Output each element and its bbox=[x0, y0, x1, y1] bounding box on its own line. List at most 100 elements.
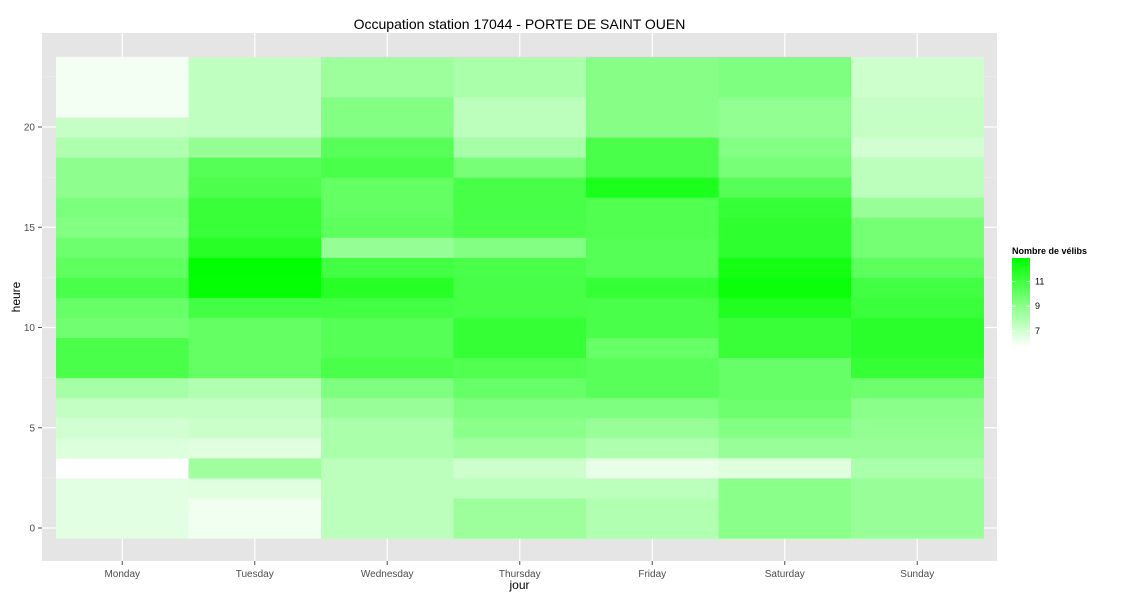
heatmap-tile bbox=[586, 257, 719, 278]
heatmap-tile bbox=[851, 56, 984, 78]
legend-title: Nombre de vélibs bbox=[1012, 246, 1087, 256]
heatmap-tile bbox=[188, 377, 322, 399]
heatmap-tile bbox=[453, 257, 587, 278]
x-tick-label: Thursday bbox=[499, 569, 541, 580]
heatmap-tile bbox=[56, 116, 189, 138]
heatmap-tile bbox=[851, 116, 984, 138]
heatmap-tile bbox=[56, 497, 189, 519]
heatmap-tile bbox=[851, 96, 984, 118]
heatmap-tile bbox=[321, 277, 454, 298]
heatmap-tile bbox=[718, 217, 852, 238]
heatmap-tile bbox=[718, 157, 852, 178]
heatmap-tile bbox=[586, 337, 719, 359]
heatmap-tile bbox=[453, 517, 587, 539]
heatmap-tile bbox=[718, 517, 852, 539]
heatmap-tile bbox=[56, 217, 189, 238]
heatmap-tile bbox=[851, 497, 984, 519]
legend: Nombre de vélibs 7 9 11 bbox=[1012, 246, 1087, 347]
heatmap-tile bbox=[851, 357, 984, 379]
heatmap-tile bbox=[56, 317, 189, 339]
heatmap-tile bbox=[453, 96, 587, 118]
heatmap-tile bbox=[851, 237, 984, 258]
heatmap-tile bbox=[56, 437, 189, 459]
heatmap-tile bbox=[851, 177, 984, 198]
heatmap-tile bbox=[56, 477, 189, 499]
heatmap-tile bbox=[718, 337, 852, 359]
heatmap-tile bbox=[321, 137, 454, 158]
heatmap-tile bbox=[586, 377, 719, 399]
heatmap-tile bbox=[56, 297, 189, 318]
heatmap-tile bbox=[56, 517, 189, 539]
heatmap-tile bbox=[56, 197, 189, 218]
x-tick-label: Friday bbox=[638, 569, 666, 580]
heatmap-tile bbox=[851, 317, 984, 339]
heatmap-tile bbox=[321, 357, 454, 379]
heatmap-tile bbox=[586, 137, 719, 158]
x-tick-label: Monday bbox=[104, 569, 140, 580]
heatmap-tile bbox=[453, 277, 587, 298]
heatmap-tile bbox=[586, 477, 719, 499]
heatmap-tile bbox=[321, 297, 454, 318]
heatmap-tile bbox=[321, 397, 454, 419]
heatmap-tile bbox=[851, 137, 984, 158]
heatmap-tile bbox=[586, 76, 719, 98]
heatmap-tile bbox=[718, 457, 852, 479]
heatmap-tile bbox=[453, 497, 587, 519]
heatmap-tile bbox=[56, 457, 189, 479]
heatmap-tile bbox=[851, 457, 984, 479]
heatmap-tile bbox=[321, 177, 454, 198]
heatmap-tile bbox=[586, 217, 719, 238]
legend-colorbar bbox=[1012, 258, 1030, 347]
heatmap-tile bbox=[586, 417, 719, 439]
heatmap-tile bbox=[188, 357, 322, 379]
heatmap-tile bbox=[851, 437, 984, 459]
heatmap-tile bbox=[453, 357, 587, 379]
heatmap-tiles bbox=[56, 56, 984, 539]
y-axis-ticks: 0 5 10 15 20 bbox=[24, 123, 42, 535]
heatmap-tile bbox=[321, 116, 454, 138]
legend-break-label: 9 bbox=[1035, 301, 1040, 311]
y-tick-label: 15 bbox=[24, 223, 36, 234]
heatmap-tile bbox=[718, 497, 852, 519]
heatmap-tile bbox=[453, 116, 587, 138]
heatmap-tile bbox=[718, 257, 852, 278]
heatmap-tile bbox=[586, 497, 719, 519]
heatmap-tile bbox=[718, 137, 852, 158]
heatmap-tile bbox=[321, 337, 454, 359]
heatmap-tile bbox=[56, 96, 189, 118]
heatmap-tile bbox=[321, 377, 454, 399]
heatmap-tile bbox=[586, 297, 719, 318]
heatmap-tile bbox=[321, 217, 454, 238]
heatmap-tile bbox=[851, 277, 984, 298]
heatmap-tile bbox=[321, 317, 454, 339]
heatmap-tile bbox=[851, 397, 984, 419]
heatmap-tile bbox=[188, 177, 322, 198]
y-tick-label: 10 bbox=[24, 323, 36, 334]
heatmap-tile bbox=[851, 377, 984, 399]
heatmap-tile bbox=[188, 197, 322, 218]
heatmap-tile bbox=[453, 157, 587, 178]
heatmap-tile bbox=[586, 56, 719, 78]
heatmap-tile bbox=[586, 517, 719, 539]
heatmap-tile bbox=[453, 76, 587, 98]
heatmap-tile bbox=[718, 116, 852, 138]
heatmap-tile bbox=[453, 137, 587, 158]
x-tick-label: Tuesday bbox=[236, 569, 274, 580]
heatmap-tile bbox=[188, 297, 322, 318]
heatmap-tile bbox=[321, 76, 454, 98]
heatmap-tile bbox=[321, 96, 454, 118]
heatmap-tile bbox=[718, 96, 852, 118]
heatmap-tile bbox=[188, 76, 322, 98]
heatmap-tile bbox=[321, 437, 454, 459]
heatmap-tile bbox=[453, 217, 587, 238]
heatmap-tile bbox=[718, 277, 852, 298]
heatmap-tile bbox=[453, 56, 587, 78]
heatmap-tile bbox=[586, 197, 719, 218]
heatmap-tile bbox=[56, 337, 189, 359]
heatmap-tile bbox=[188, 217, 322, 238]
heatmap-tile bbox=[56, 357, 189, 379]
heatmap-tile bbox=[56, 417, 189, 439]
heatmap-tile bbox=[851, 76, 984, 98]
heatmap-tile bbox=[321, 157, 454, 178]
